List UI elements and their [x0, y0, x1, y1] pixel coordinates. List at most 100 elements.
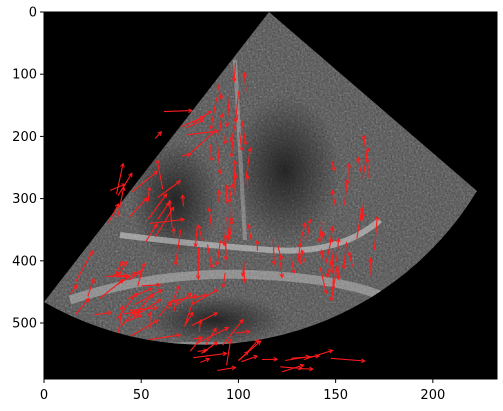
motion-vector [131, 170, 158, 193]
motion-vector-head [229, 183, 235, 189]
motion-vector [330, 158, 335, 171]
motion-vector-head [319, 249, 325, 255]
motion-vector [149, 218, 185, 225]
motion-vector [192, 111, 212, 124]
y-tick-label: 200 [12, 130, 37, 145]
motion-vector-head [299, 363, 305, 369]
y-axis: 0 100 200 300 400 500 [12, 6, 44, 332]
x-tick-label: 50 [133, 388, 150, 403]
motion-vector [189, 131, 215, 155]
motion-vector-head [197, 318, 203, 324]
motion-vector-head [89, 249, 94, 255]
motion-vector [197, 349, 208, 352]
motion-vector-head [242, 140, 248, 146]
motion-vector-head [222, 351, 228, 357]
motion-vector-head [209, 124, 214, 130]
motion-vector-head [239, 146, 244, 152]
motion-vector-head [215, 260, 220, 266]
motion-vector [99, 279, 124, 299]
motion-vector-head [169, 206, 175, 212]
motion-vector [331, 190, 337, 208]
motion-vector-head [298, 365, 303, 371]
y-tick-label: 100 [12, 68, 37, 83]
motion-vector [222, 225, 225, 246]
motion-vector [241, 355, 258, 363]
motion-vector-head [213, 341, 219, 346]
motion-vector-head [156, 282, 162, 288]
motion-vector [144, 223, 158, 243]
motion-vector-head [189, 311, 194, 317]
motion-vector [343, 241, 348, 269]
motion-vector-head [300, 248, 305, 255]
motion-vector [218, 113, 223, 136]
motion-vector [157, 202, 170, 220]
motion-vector [109, 183, 126, 191]
x-tick-label: 200 [420, 388, 445, 403]
motion-vector [169, 200, 173, 228]
motion-vector-head [330, 189, 335, 195]
motion-vector-head [329, 225, 335, 231]
motion-vector-head [317, 237, 323, 243]
motion-vector-head [141, 262, 146, 268]
motion-vector [147, 193, 168, 220]
motion-vector [210, 144, 213, 161]
motion-vector [226, 339, 232, 366]
motion-vector [137, 263, 145, 287]
motion-vector-head [128, 172, 133, 178]
motion-vector-head [218, 95, 223, 101]
x-tick-label: 150 [323, 388, 348, 403]
motion-vector [217, 83, 223, 100]
motion-vector-head [239, 318, 244, 324]
motion-vector [217, 366, 236, 372]
motion-vector [191, 289, 218, 306]
motion-vector-head [147, 287, 153, 292]
motion-vector-head [341, 265, 347, 270]
motion-vector [226, 94, 231, 127]
motion-vector-head [374, 215, 380, 221]
motion-vector-head [186, 152, 192, 158]
motion-vector [173, 299, 178, 312]
y-tick-label: 400 [12, 254, 37, 269]
motion-vector [116, 293, 137, 320]
motion-vector [94, 311, 112, 316]
motion-vector-head [147, 310, 153, 316]
motion-vector [128, 197, 148, 218]
motion-vector-head [247, 146, 253, 152]
motion-vector [149, 334, 181, 341]
motion-vector [235, 330, 250, 334]
motion-vector-head [130, 310, 136, 315]
motion-vector [238, 131, 243, 151]
motion-vector-head [328, 237, 334, 243]
motion-vector-head [154, 319, 160, 324]
motion-vector-head [335, 237, 341, 243]
motion-vector [184, 293, 197, 325]
motion-vector [230, 140, 234, 157]
motion-vector-head [217, 169, 223, 175]
motion-vector-head [361, 134, 367, 140]
motion-vector [222, 319, 244, 346]
motion-vector-head [359, 217, 364, 223]
motion-vector-head [323, 289, 328, 295]
motion-vector-head [136, 309, 142, 315]
motion-vector-head [156, 299, 162, 304]
motion-vector [156, 159, 164, 190]
motion-vector [233, 160, 236, 196]
motion-vector-head [278, 256, 283, 262]
motion-vector [228, 184, 233, 203]
motion-vector-head [329, 269, 335, 275]
motion-vector [115, 163, 124, 195]
y-tick-label: 500 [12, 317, 37, 332]
motion-vector [244, 147, 252, 184]
motion-vector-head [356, 155, 361, 162]
motion-vector [216, 240, 222, 265]
motion-vector-head [153, 305, 159, 311]
motion-vector-head [246, 329, 251, 335]
motion-vector [201, 341, 218, 354]
motion-vector-head [213, 289, 219, 294]
motion-vector [318, 222, 323, 242]
motion-vector-head [153, 223, 158, 229]
motion-vector-head [229, 137, 235, 143]
motion-vector-head [297, 242, 303, 248]
motion-vector [242, 262, 245, 277]
motion-vector-head [216, 189, 222, 195]
